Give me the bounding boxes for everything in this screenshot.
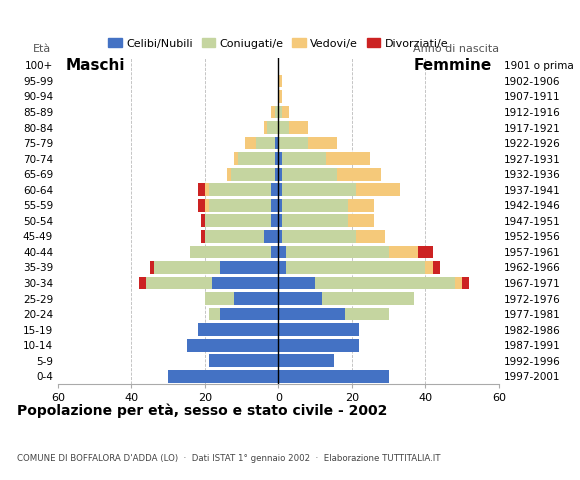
Bar <box>315 276 455 289</box>
Bar <box>278 137 308 149</box>
Bar <box>220 261 278 274</box>
Bar <box>264 121 267 134</box>
Bar <box>205 230 264 243</box>
Bar <box>198 183 205 196</box>
Bar <box>275 137 278 149</box>
Bar <box>278 121 289 134</box>
Bar <box>462 276 469 289</box>
Bar <box>278 152 282 165</box>
Bar <box>271 245 278 258</box>
Bar <box>322 292 414 305</box>
Bar <box>337 168 381 180</box>
Bar <box>278 230 282 243</box>
Bar <box>278 215 282 227</box>
Bar <box>231 168 275 180</box>
Bar <box>209 354 278 367</box>
Bar <box>433 261 440 274</box>
Bar <box>418 245 433 258</box>
Bar <box>278 106 282 119</box>
Bar <box>205 292 234 305</box>
Bar <box>187 339 278 351</box>
Bar <box>264 230 278 243</box>
Bar <box>245 137 256 149</box>
Bar <box>205 215 271 227</box>
Bar <box>205 183 209 196</box>
Bar <box>198 323 278 336</box>
Bar <box>348 199 374 212</box>
Bar <box>234 152 238 165</box>
Bar <box>275 168 278 180</box>
Bar <box>278 74 282 87</box>
Bar <box>356 183 400 196</box>
Text: Età: Età <box>32 45 50 55</box>
Text: Popolazione per età, sesso e stato civile - 2002: Popolazione per età, sesso e stato civil… <box>17 404 388 418</box>
Bar <box>282 106 289 119</box>
Bar <box>168 370 278 383</box>
Bar <box>198 199 205 212</box>
Bar <box>282 183 356 196</box>
Bar <box>154 261 220 274</box>
Bar <box>267 121 278 134</box>
Bar <box>278 183 282 196</box>
Bar <box>278 308 345 321</box>
Bar <box>146 276 212 289</box>
Text: Anno di nascita: Anno di nascita <box>413 44 499 54</box>
Bar <box>345 308 389 321</box>
Bar <box>201 230 205 243</box>
Bar <box>278 323 359 336</box>
Bar <box>289 121 308 134</box>
Bar <box>275 106 278 119</box>
Bar <box>139 276 146 289</box>
Bar <box>282 152 326 165</box>
Bar <box>455 276 462 289</box>
Bar <box>356 230 385 243</box>
Bar <box>190 245 271 258</box>
Bar <box>201 215 205 227</box>
Bar <box>238 152 275 165</box>
Text: COMUNE DI BOFFALORA D'ADDA (LO)  ·  Dati ISTAT 1° gennaio 2002  ·  Elaborazione : COMUNE DI BOFFALORA D'ADDA (LO) · Dati I… <box>17 454 441 463</box>
Bar <box>278 199 282 212</box>
Bar <box>348 215 374 227</box>
Bar <box>256 137 275 149</box>
Bar <box>271 183 278 196</box>
Bar <box>278 292 322 305</box>
Text: Maschi: Maschi <box>66 58 125 73</box>
Bar <box>205 199 209 212</box>
Bar <box>278 261 286 274</box>
Bar <box>271 215 278 227</box>
Bar <box>212 276 278 289</box>
Bar <box>209 199 271 212</box>
Bar <box>275 152 278 165</box>
Bar <box>278 339 359 351</box>
Bar <box>278 245 286 258</box>
Bar <box>150 261 154 274</box>
Bar <box>282 199 348 212</box>
Bar <box>278 90 282 103</box>
Legend: Celibi/Nubili, Coniugati/e, Vedovi/e, Divorziati/e: Celibi/Nubili, Coniugati/e, Vedovi/e, Di… <box>104 34 453 53</box>
Bar <box>278 354 333 367</box>
Bar <box>326 152 370 165</box>
Bar <box>227 168 231 180</box>
Bar <box>282 168 337 180</box>
Bar <box>286 261 425 274</box>
Bar <box>271 106 275 119</box>
Text: Femmine: Femmine <box>413 58 491 73</box>
Bar <box>209 183 271 196</box>
Bar <box>220 308 278 321</box>
Bar <box>278 276 315 289</box>
Bar <box>286 245 389 258</box>
Bar <box>389 245 418 258</box>
Bar <box>282 215 348 227</box>
Bar <box>308 137 337 149</box>
Bar <box>234 292 278 305</box>
Bar <box>209 308 220 321</box>
Bar <box>278 168 282 180</box>
Bar <box>425 261 433 274</box>
Bar <box>278 370 389 383</box>
Bar <box>282 230 356 243</box>
Bar <box>271 199 278 212</box>
